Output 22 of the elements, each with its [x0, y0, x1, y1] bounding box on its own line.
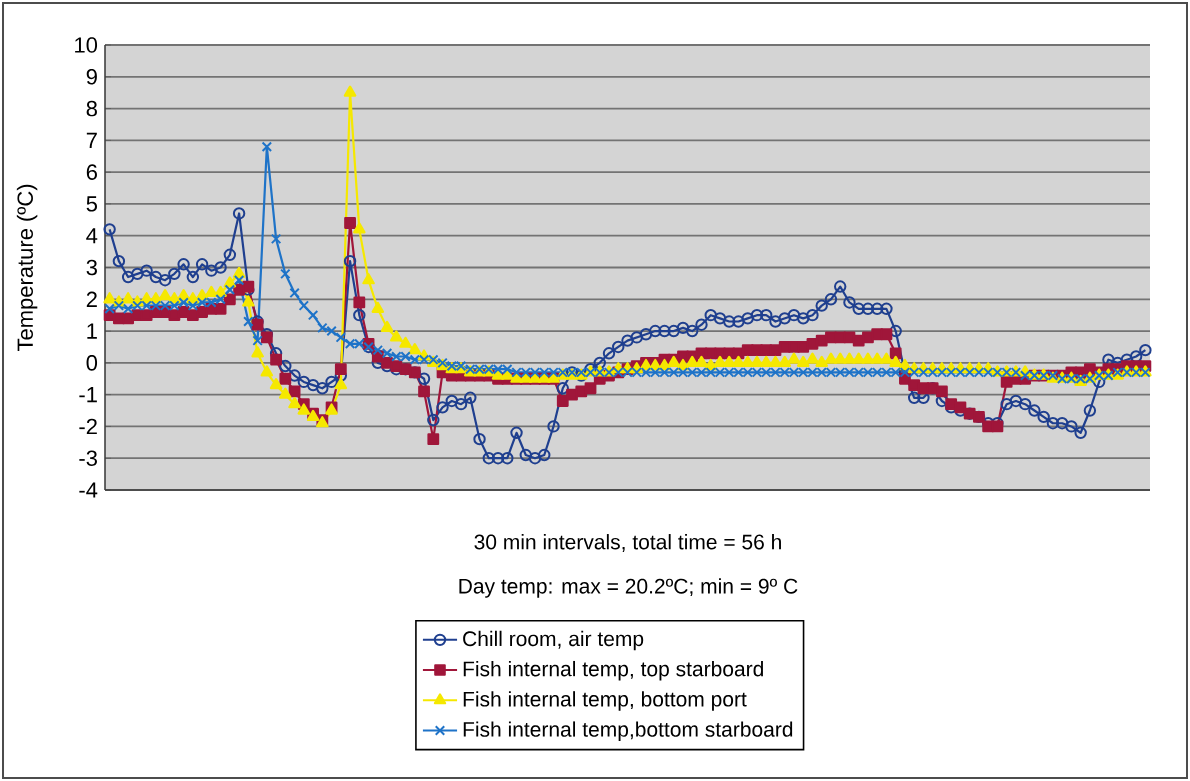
y-tick-label: 6: [86, 164, 97, 180]
y-tick-label: 2: [86, 291, 97, 307]
y-tick-label: 10: [75, 37, 98, 53]
text: Day temp: max = 20.2ºC; min = 9º C: [459, 578, 798, 598]
legend-label: Fish internal temp,bottom starboard: [463, 721, 793, 741]
y-tick-label: 1: [87, 323, 97, 339]
legend-label: Fish internal temp, bottom port: [463, 691, 747, 711]
y-tick-label: 7: [86, 132, 97, 148]
y-tick-label: -1: [79, 387, 97, 403]
x-axis-title: 30 min intervals, total time = 56 h: [474, 534, 781, 552]
y-tick-label: 5: [86, 196, 97, 212]
legend-label: Fish internal temp, top starboard: [463, 660, 763, 681]
y-tick-label: 3: [86, 259, 97, 276]
y-tick-label: -2: [79, 418, 97, 435]
y-tick-label: 9: [86, 69, 97, 85]
y-tick-label: 8: [86, 100, 97, 117]
y-tick-label: -3: [79, 450, 97, 466]
y-tick-label: -4: [79, 482, 98, 498]
legend-label: Chill room, air temp: [463, 630, 644, 651]
y-tick-label: 0: [86, 355, 98, 371]
y-axis-title: Temperature (ºC): [16, 184, 38, 352]
y-tick-label: 4: [86, 228, 98, 244]
